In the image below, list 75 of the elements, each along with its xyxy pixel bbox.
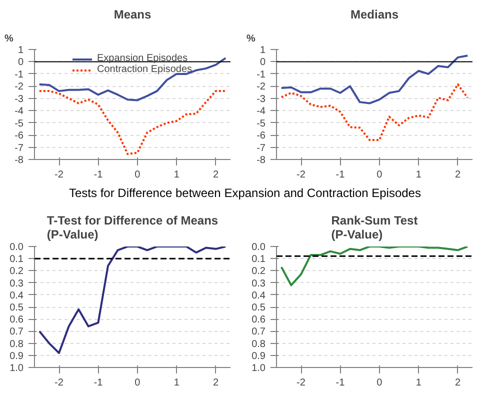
y-tick-label: -3 [14,94,24,105]
x-tick-label: 1 [416,378,422,388]
y-tick-label: 1 [260,45,266,56]
x-tick-label: -1 [336,378,346,388]
y-tick-label: 1.0 [252,363,266,374]
x-tick-label: 2 [213,378,220,388]
y-tick-label: 0.2 [10,266,24,278]
legend-label: Contraction Episodes [96,64,192,75]
y-tick-label: -7 [256,142,266,154]
y-tick-label: 0.9 [252,350,266,362]
y-tick-label: 1 [18,45,24,56]
y-tick-label: 1.0 [10,363,24,374]
x-tick-label: 2 [455,170,462,180]
x-tick-label: -1 [336,170,346,180]
x-tick-label: 0 [376,378,383,388]
y-tick-label: 0.3 [252,278,266,290]
y-tick-label: 0.5 [10,302,24,314]
y-tick-label: 0.9 [10,350,24,362]
x-tick-label: -2 [54,170,64,180]
chart-title: Medians [350,8,399,22]
x-tick-label: 0 [376,170,383,180]
y-tick-label: 0.6 [10,314,24,326]
x-tick-label: -2 [54,378,64,388]
y-tick-label: -2 [256,82,266,93]
y-tick-label: 0 [18,57,24,68]
y-tick-label: 0.8 [10,338,24,350]
y-tick-label: 0.1 [252,254,266,266]
line-series [280,54,469,104]
y-tick-label: 0.0 [252,242,266,253]
x-tick-label: 2 [455,378,462,388]
x-tick-label: -1 [94,378,104,388]
y-tick-label: 0.1 [10,254,24,266]
y-tick-label: 0.0 [10,242,24,253]
text: Tests for Difference between Expansion and Contraction Episodes [69,185,421,202]
y-tick-label: 0.4 [10,290,24,302]
y-tick-label: -5 [14,118,24,130]
y-tick-label: 0.3 [10,278,24,290]
chart-title: Rank-Sum Test (P-Value) [331,214,418,242]
y-axis-title: % [246,34,256,44]
y-tick-label: 0.8 [252,338,266,350]
x-tick-label: 0 [134,170,141,180]
y-tick-label: -7 [14,142,24,154]
line-series [280,246,469,286]
y-tick-label: -6 [256,130,266,142]
y-tick-label: 0.5 [252,302,266,314]
y-tick-label: 0.2 [252,266,266,278]
y-axis-title: % [4,34,14,44]
y-tick-label: -4 [256,106,266,118]
x-tick-label: -1 [94,170,104,180]
y-tick-label: 0.4 [252,290,266,302]
y-tick-label: 0.7 [10,326,24,338]
y-tick-label: -5 [256,118,266,130]
line-series [38,246,227,354]
y-tick-label: 0.6 [252,314,266,326]
y-tick-label: -1 [256,69,266,80]
y-tick-label: -6 [14,130,24,142]
x-tick-label: 1 [174,170,180,180]
y-tick-label: -8 [256,155,266,166]
x-tick-label: 2 [213,170,220,180]
x-tick-label: -2 [296,378,306,388]
x-tick-label: 1 [174,378,180,388]
y-tick-label: -8 [14,155,24,166]
line-series [38,90,227,155]
y-tick-label: 0 [260,57,266,68]
y-tick-label: -1 [14,69,24,80]
x-tick-label: 1 [416,170,422,180]
y-tick-label: 0.7 [252,326,266,338]
line-series [280,83,469,141]
chart-title: T-Test for Difference of Means (P-Value) [46,214,218,242]
y-tick-label: -4 [14,106,24,118]
y-tick-label: -3 [256,94,266,105]
x-tick-label: -2 [296,170,306,180]
y-tick-label: -2 [14,82,24,93]
x-tick-label: 0 [134,378,141,388]
chart-title: Means [114,8,152,22]
